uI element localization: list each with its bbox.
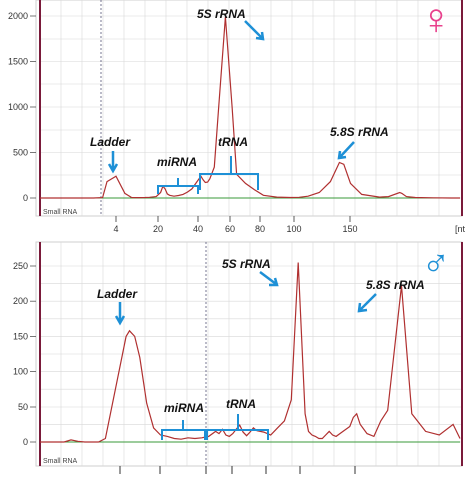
- x-tick-label: 150: [342, 224, 357, 234]
- x-ticks-female: 4 20 40 60 80 100 150: [113, 216, 358, 234]
- x-axis-unit: [nt: [455, 224, 466, 234]
- bracket-mirna-female: [157, 178, 199, 194]
- y-tick-label: 500: [13, 148, 28, 158]
- x-tick-label: 100: [286, 224, 301, 234]
- trace-female: [40, 16, 460, 199]
- label-5s-female: 5S rRNA: [197, 7, 246, 21]
- arrow-58s-male: [357, 293, 377, 313]
- label-mirna-male: miRNA: [164, 401, 204, 415]
- label-mirna-female: miRNA: [157, 155, 197, 169]
- bracket-mirna-male: [161, 420, 206, 440]
- male-symbol: ♂: [422, 243, 451, 285]
- label-5s-male: 5S rRNA: [222, 257, 271, 271]
- y-tick-label: 1000: [8, 102, 28, 112]
- label-trna-male: tRNA: [226, 397, 256, 411]
- grid-female: [40, 0, 462, 216]
- label-trna-female: tRNA: [218, 135, 248, 149]
- bottom-tick-marks-male: [119, 466, 356, 474]
- y-tick-label: 200: [13, 296, 28, 306]
- label-58s-male: 5.8S rRNA: [366, 278, 425, 292]
- y-ticks-female: 0 500 1000 1500 2000: [8, 11, 36, 203]
- x-tick-label: 40: [193, 224, 203, 234]
- y-tick-label: 0: [23, 193, 28, 203]
- panel-label-male: Small RNA: [43, 458, 78, 465]
- y-tick-label: 2000: [8, 11, 28, 21]
- arrow-58s-female: [337, 141, 355, 160]
- label-58s-female: 5.8S rRNA: [330, 125, 389, 139]
- arrow-5s-male: [259, 271, 279, 287]
- y-tick-label: 50: [18, 402, 28, 412]
- label-ladder-female: Ladder: [90, 135, 131, 149]
- x-tick-label: 20: [153, 224, 163, 234]
- panel-female: 0 500 1000 1500 2000 4 20 40 60 80 100 150 Small R…: [8, 0, 466, 234]
- y-ticks-male: 0 50 100 150 200 250: [13, 261, 36, 447]
- x-tick-label: 80: [255, 224, 265, 234]
- bracket-trna-female: [199, 156, 259, 190]
- label-ladder-male: Ladder: [97, 287, 138, 301]
- y-tick-label: 150: [13, 331, 28, 341]
- x-tick-label: 4: [113, 224, 118, 234]
- y-tick-label: 0: [23, 437, 28, 447]
- bracket-trna-male: [206, 414, 269, 440]
- panel-male: 0 50 100 150 200 250 Small RNA ♂ Ladder miRNA…: [13, 241, 463, 474]
- grid-male: [40, 242, 462, 466]
- plot-area-female: [35, 0, 463, 217]
- arrow-ladder-female: [107, 151, 119, 174]
- female-symbol: ♀: [420, 0, 453, 44]
- y-tick-label: 1500: [8, 57, 28, 67]
- arrow-ladder-male: [114, 302, 126, 326]
- y-tick-label: 250: [13, 261, 28, 271]
- x-tick-label: 60: [225, 224, 235, 234]
- panel-label-female: Small RNA: [43, 209, 78, 216]
- y-tick-label: 100: [13, 367, 28, 377]
- arrow-5s-female: [244, 20, 265, 41]
